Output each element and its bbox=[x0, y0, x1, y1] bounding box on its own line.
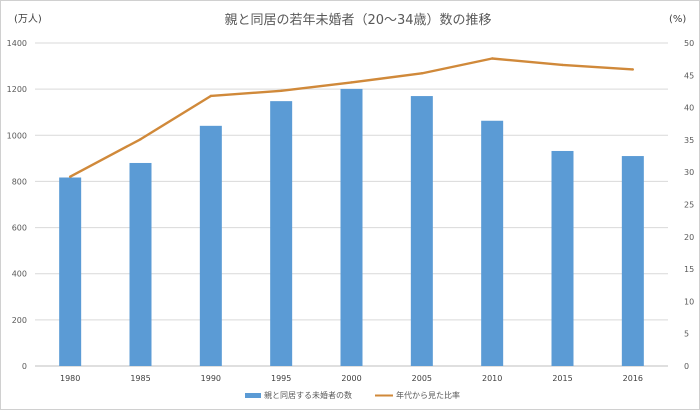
bar-series bbox=[59, 88, 644, 367]
y-left-tick-label: 400 bbox=[12, 270, 27, 279]
line-point bbox=[420, 72, 424, 75]
bar bbox=[410, 96, 433, 367]
line-point bbox=[209, 94, 213, 98]
y-right-unit: (%) bbox=[669, 14, 686, 25]
x-tick-label: 1980 bbox=[60, 374, 80, 383]
x-tick-label: 2015 bbox=[552, 374, 572, 383]
y-right-tick-label: 40 bbox=[684, 104, 694, 113]
x-tick-label: 2010 bbox=[482, 374, 502, 383]
y-left-unit: (万人) bbox=[14, 13, 42, 25]
y-left-tick-label: 1400 bbox=[7, 39, 27, 48]
chart-title: 親と同居の若年未婚者（20～34歳）数の推移 bbox=[224, 12, 491, 28]
y-right-tick-label: 35 bbox=[684, 136, 694, 145]
bar bbox=[270, 101, 293, 366]
line-point bbox=[68, 175, 72, 178]
bar bbox=[59, 177, 82, 366]
bar bbox=[129, 162, 152, 366]
legend: 親と同居する未婚者の数 年代から見た比率 bbox=[245, 390, 460, 400]
line-series bbox=[68, 57, 635, 178]
y-left-tick-label: 800 bbox=[12, 177, 27, 186]
x-tick-label: 2005 bbox=[412, 374, 432, 383]
y-right-tick-label: 25 bbox=[684, 201, 694, 210]
line-point bbox=[631, 68, 635, 71]
x-tick-label: 1995 bbox=[271, 374, 291, 383]
x-tick-label: 2000 bbox=[341, 374, 361, 383]
line-point bbox=[490, 57, 494, 60]
legend-swatch-bar bbox=[245, 393, 261, 398]
y-left-tick-label: 200 bbox=[12, 316, 27, 325]
bar bbox=[340, 88, 363, 366]
y-right-tick-label: 0 bbox=[684, 362, 689, 371]
y-right-tick-labels: 0 5 10 15 20 25 30 35 40 45 50 bbox=[684, 39, 694, 371]
y-right-tick-label: 5 bbox=[684, 330, 689, 339]
line-point bbox=[350, 81, 353, 84]
x-tick-label: 1985 bbox=[130, 374, 150, 383]
x-tick-label: 1990 bbox=[201, 374, 221, 383]
legend-label-line: 年代から見た比率 bbox=[396, 390, 460, 400]
y-left-tick-label: 1000 bbox=[7, 131, 27, 140]
x-tick-label: 2016 bbox=[623, 374, 643, 383]
y-right-tick-label: 30 bbox=[684, 168, 694, 177]
bar bbox=[481, 120, 504, 366]
line-point bbox=[139, 138, 142, 141]
y-right-tick-label: 10 bbox=[684, 297, 694, 306]
legend-label-bar: 親と同居する未婚者の数 bbox=[264, 390, 352, 400]
y-left-tick-label: 0 bbox=[22, 362, 27, 371]
y-right-tick-label: 50 bbox=[684, 39, 694, 48]
line-point bbox=[279, 89, 283, 93]
y-left-tick-label: 1200 bbox=[7, 85, 27, 94]
bar bbox=[551, 150, 574, 366]
y-right-tick-label: 45 bbox=[684, 71, 694, 80]
line-point bbox=[561, 63, 564, 67]
y-left-tick-labels: 0 200 400 600 800 1000 1200 1400 bbox=[7, 39, 27, 371]
bar bbox=[621, 156, 644, 366]
x-tick-labels: 1980 1985 1990 1995 2000 2005 2010 2015 2016 bbox=[60, 374, 643, 383]
y-right-tick-label: 15 bbox=[684, 265, 694, 274]
y-right-tick-label: 20 bbox=[684, 233, 694, 242]
y-left-tick-label: 600 bbox=[12, 224, 27, 233]
bar bbox=[199, 125, 222, 366]
